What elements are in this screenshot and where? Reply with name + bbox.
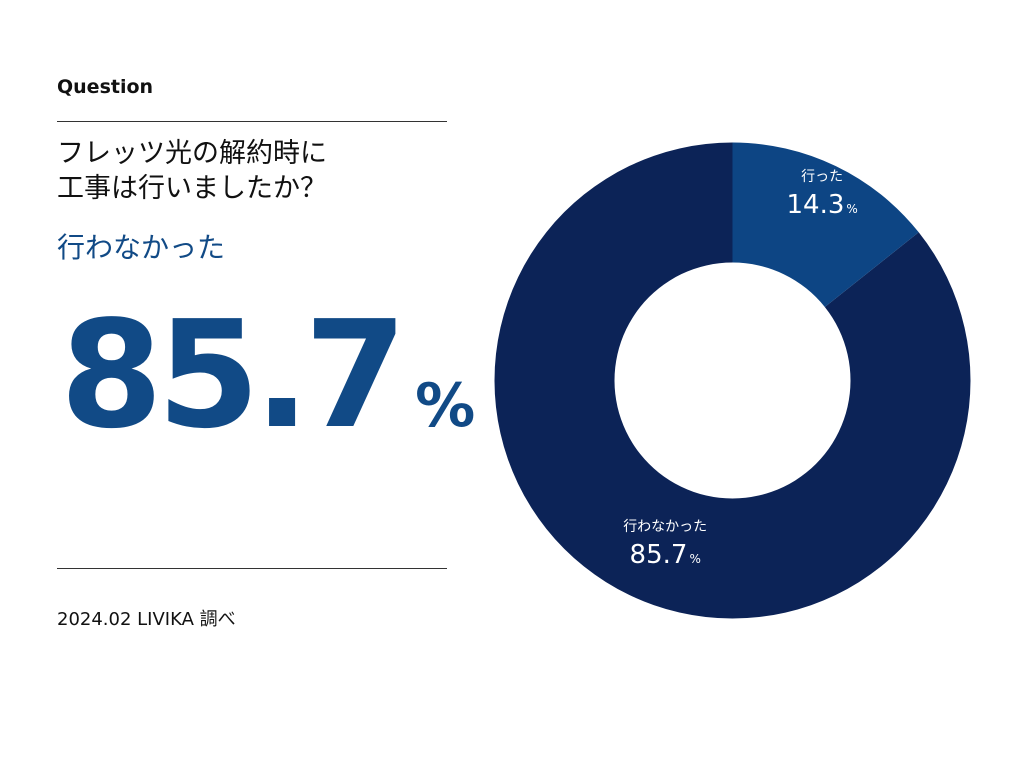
highlight-unit: % <box>415 371 476 441</box>
donut-slice-didnt <box>494 142 971 619</box>
question-text: フレッツ光の解約時に 工事は行いましたか？ <box>57 136 457 206</box>
highlight-value: 85.7 <box>60 289 407 461</box>
slice-unit-didnt: % <box>689 552 700 566</box>
slice-label-name-didnt: 行わなかった <box>623 519 707 535</box>
slice-value-did: 14.3 <box>786 190 844 220</box>
slice-label-value-didnt: 85.7% <box>630 540 701 570</box>
question-label: Question <box>57 76 154 98</box>
question-line-2: 工事は行いましたか？ <box>57 173 327 204</box>
question-line-1: フレッツ光の解約時に <box>57 138 327 169</box>
bottom-divider <box>57 568 447 569</box>
donut-chart: 行わなかった 85.7% 行った 14.3% <box>494 142 971 619</box>
donut-slice-did <box>732 142 919 308</box>
highlight-percentage: 85.7% <box>60 290 475 460</box>
donut-labels: 行わなかった 85.7% 行った 14.3% <box>623 169 858 570</box>
highlight-answer-label: 行わなかった <box>57 231 226 264</box>
donut-slices <box>494 142 971 619</box>
slice-unit-did: % <box>846 202 857 216</box>
slice-label-value-did: 14.3% <box>786 190 857 220</box>
slice-label-name-did: 行った <box>801 169 843 185</box>
top-divider <box>57 121 447 122</box>
slice-value-didnt: 85.7 <box>630 540 688 570</box>
source-note: 2024.02 LIVIKA 調べ <box>57 609 236 630</box>
